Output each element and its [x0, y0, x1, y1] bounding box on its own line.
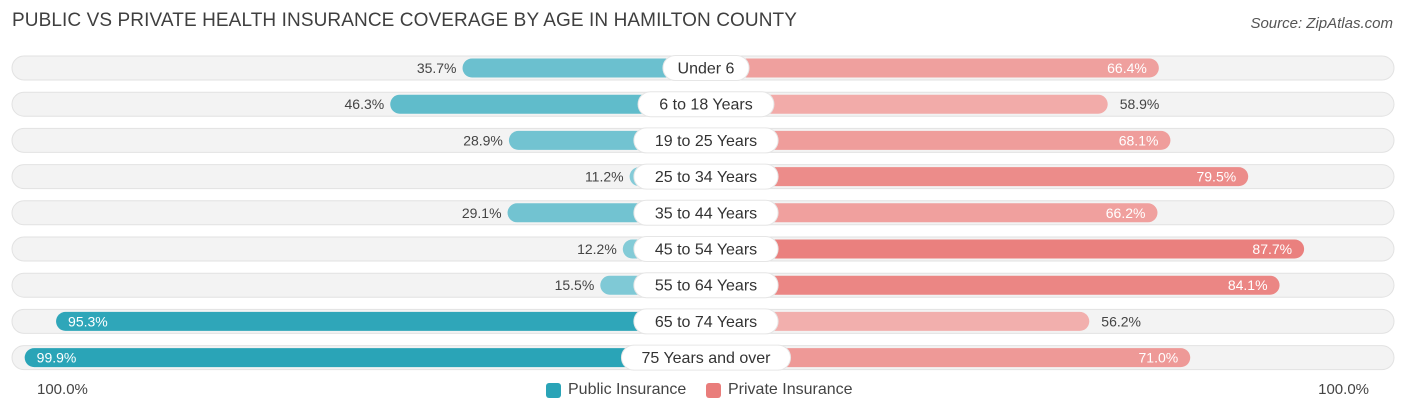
private-bar [706, 94, 1108, 114]
public-value-label: 46.3% [345, 96, 385, 112]
public-value-label: 11.2% [585, 169, 624, 185]
public-value-label: 28.9% [463, 132, 503, 148]
legend-public[interactable]: Public Insurance [546, 381, 686, 399]
private-value-label: 58.9% [1120, 96, 1160, 112]
private-bar [706, 239, 1305, 259]
category-label: Under 6 [678, 61, 735, 78]
legend-public-label: Public Insurance [568, 381, 687, 398]
category-label: 6 to 18 Years [659, 97, 752, 114]
private-bar [706, 275, 1280, 295]
private-value-label: 87.7% [1252, 241, 1292, 257]
public-value-label: 35.7% [417, 60, 457, 76]
public-value-label: 29.1% [462, 205, 502, 221]
category-pill [633, 272, 779, 299]
category-label: 55 to 64 Years [655, 278, 757, 295]
private-value-label: 56.2% [1101, 313, 1141, 329]
category-pill [633, 199, 779, 226]
category-label: 19 to 25 Years [655, 133, 757, 150]
public-bar [390, 94, 706, 114]
legend-private-swatch [706, 382, 721, 398]
private-bar [706, 348, 1191, 368]
private-bar [706, 203, 1158, 223]
public-bar [56, 311, 706, 331]
category-pill [633, 236, 779, 262]
public-value-label: 99.9% [37, 350, 77, 366]
category-pill [633, 163, 779, 190]
axis-right-label: 100.0% [1318, 381, 1369, 398]
category-pill [633, 127, 779, 154]
public-bar [24, 348, 706, 368]
public-bar [462, 58, 706, 78]
chart-title: PUBLIC VS PRIVATE HEALTH INSURANCE COVER… [12, 10, 798, 31]
category-pill [633, 308, 779, 335]
private-bar [706, 311, 1090, 331]
category-pill [662, 55, 750, 81]
public-value-label: 12.2% [577, 241, 617, 257]
private-value-label: 71.0% [1139, 350, 1179, 366]
private-value-label: 79.5% [1196, 169, 1236, 185]
category-label: 65 to 74 Years [655, 314, 757, 331]
private-bar [706, 130, 1171, 150]
private-value-label: 66.2% [1106, 205, 1146, 221]
diverging-bar-chart: 35.7% 66.4% Under 6 46.3% 58.9% 6 to 18 Years… [11, 55, 1395, 371]
category-label: 25 to 34 Years [655, 169, 757, 186]
category-label: 45 to 54 Years [655, 242, 757, 259]
axis-left-label: 100.0% [37, 381, 88, 398]
private-bar [706, 167, 1249, 187]
source-note: Source: ZipAtlas.com [1250, 15, 1393, 32]
private-value-label: 68.1% [1119, 132, 1159, 148]
category-label: 35 to 44 Years [655, 205, 757, 222]
legend: 100.0% Public Insurance Private Insuranc… [0, 378, 1406, 400]
legend-private-label: Private Insurance [728, 381, 853, 398]
private-value-label: 84.1% [1228, 277, 1268, 293]
public-value-label: 15.5% [555, 277, 595, 293]
legend-public-swatch [546, 382, 561, 398]
private-value-label: 66.4% [1107, 60, 1147, 76]
public-value-label: 95.3% [68, 313, 108, 329]
legend-private[interactable]: Private Insurance [706, 381, 853, 399]
category-pill [620, 344, 792, 371]
category-pill [637, 91, 775, 118]
category-label: 75 Years and over [642, 350, 772, 367]
private-bar [706, 58, 1159, 78]
